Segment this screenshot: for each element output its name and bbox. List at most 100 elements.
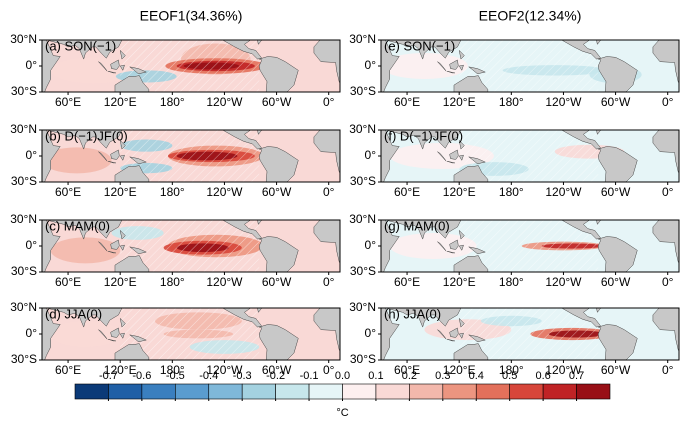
land [468, 246, 487, 255]
land [446, 160, 455, 164]
lon-label: 60°W [262, 363, 292, 377]
land [453, 75, 489, 92]
land [446, 338, 455, 342]
map-field [381, 220, 679, 272]
land [385, 308, 462, 328]
land [257, 40, 263, 45]
land [46, 40, 123, 60]
panel-label: (f) D(−1)JF(0) [384, 128, 463, 143]
land [596, 130, 602, 135]
colorbar-tick-label: 0.6 [535, 370, 550, 382]
lat-label: 0° [26, 326, 38, 340]
land [446, 250, 455, 254]
panel-label: (b) D(−1)JF(0) [45, 128, 128, 143]
lat-label: 30°S [350, 352, 376, 366]
land [385, 130, 462, 150]
lon-label: 60°W [601, 95, 631, 109]
colorbar-tick-label: 0.2 [402, 370, 417, 382]
land [652, 308, 679, 360]
land [42, 308, 61, 360]
lat-label: 30°N [10, 300, 37, 314]
lat-label: 30°N [10, 122, 37, 136]
map-field [42, 220, 340, 272]
lon-label: 0° [323, 95, 335, 109]
land [468, 334, 487, 343]
colorbar-bin [108, 383, 143, 400]
land [313, 130, 340, 182]
lon-label: 120°W [206, 185, 243, 199]
lon-label: 120°W [545, 363, 582, 377]
map-panel: (f) D(−1)JF(0) 30°N 0° 30°S 60°E 120°E 180° 120… [349, 122, 680, 199]
lon-label: 180° [160, 185, 185, 199]
panel-label: (h) JJA(0) [384, 306, 441, 321]
lon-label: 60°E [394, 185, 420, 199]
land [468, 156, 487, 165]
panel-label: (d) JJA(0) [45, 306, 102, 321]
land [129, 334, 148, 343]
lat-label: 30°S [350, 264, 376, 278]
lat-label: 30°S [11, 264, 37, 278]
colorbar-tick-label: -0.7 [99, 370, 118, 382]
lon-label: 120°E [443, 95, 476, 109]
lat-label: 30°S [11, 84, 37, 98]
land [458, 49, 465, 60]
lon-label: 0° [323, 363, 335, 377]
lon-label: 120°W [545, 275, 582, 289]
land [129, 246, 148, 255]
lat-label: 30°N [10, 32, 37, 46]
lon-label: 60°E [55, 275, 81, 289]
lon-label: 60°W [262, 275, 292, 289]
lat-label: 0° [365, 148, 377, 162]
colorbar-tick-label: -0.6 [132, 370, 151, 382]
anomaly [50, 237, 121, 264]
land [596, 40, 602, 45]
land [98, 329, 108, 340]
lat-label: 30°S [350, 84, 376, 98]
land [597, 146, 638, 182]
lon-label: 0° [323, 185, 335, 199]
lon-label: 60°E [55, 185, 81, 199]
land [110, 239, 120, 250]
lon-label: 60°W [601, 275, 631, 289]
lat-label: 0° [365, 326, 377, 340]
lon-label: 120°E [443, 275, 476, 289]
lon-label: 180° [499, 95, 524, 109]
land [46, 130, 123, 150]
land [119, 64, 125, 71]
land [129, 66, 148, 75]
lat-label: 30°S [11, 352, 37, 366]
land [597, 56, 638, 92]
land [313, 308, 340, 360]
lat-label: 0° [26, 148, 38, 162]
colorbar-bin [576, 383, 611, 400]
land [110, 327, 120, 338]
colorbar-bin [342, 383, 377, 400]
colorbar-tick-label: -0.3 [233, 370, 252, 382]
panel-label: (e) SON(−1) [384, 38, 455, 53]
anomaly [42, 147, 112, 174]
land [110, 149, 120, 160]
land [119, 244, 125, 251]
map-panel: (a) SON(−1) 30°N 0° 30°S 60°E 120°E 180° 120°W 6… [10, 32, 341, 109]
lon-label: 180° [160, 363, 185, 377]
land [453, 255, 489, 272]
lon-label: 120°E [104, 275, 137, 289]
map-panel: (c) MAM(0) 30°N 0° 30°S 60°E 120°E 180° 120°W 60… [10, 212, 341, 289]
lon-label: 0° [662, 275, 674, 289]
land [98, 61, 108, 72]
land [107, 160, 116, 164]
land [468, 66, 487, 75]
lon-label: 180° [499, 185, 524, 199]
column-title: EEOF1(34.36%) [140, 8, 243, 24]
lon-label: 180° [160, 275, 185, 289]
land [258, 146, 299, 182]
lat-label: 30°S [11, 174, 37, 188]
land [385, 220, 462, 240]
lat-label: 30°N [349, 122, 376, 136]
land [449, 327, 459, 338]
colorbar-bin [308, 383, 343, 400]
colorbar-bin [141, 383, 176, 400]
land [42, 220, 61, 272]
land [119, 49, 126, 60]
